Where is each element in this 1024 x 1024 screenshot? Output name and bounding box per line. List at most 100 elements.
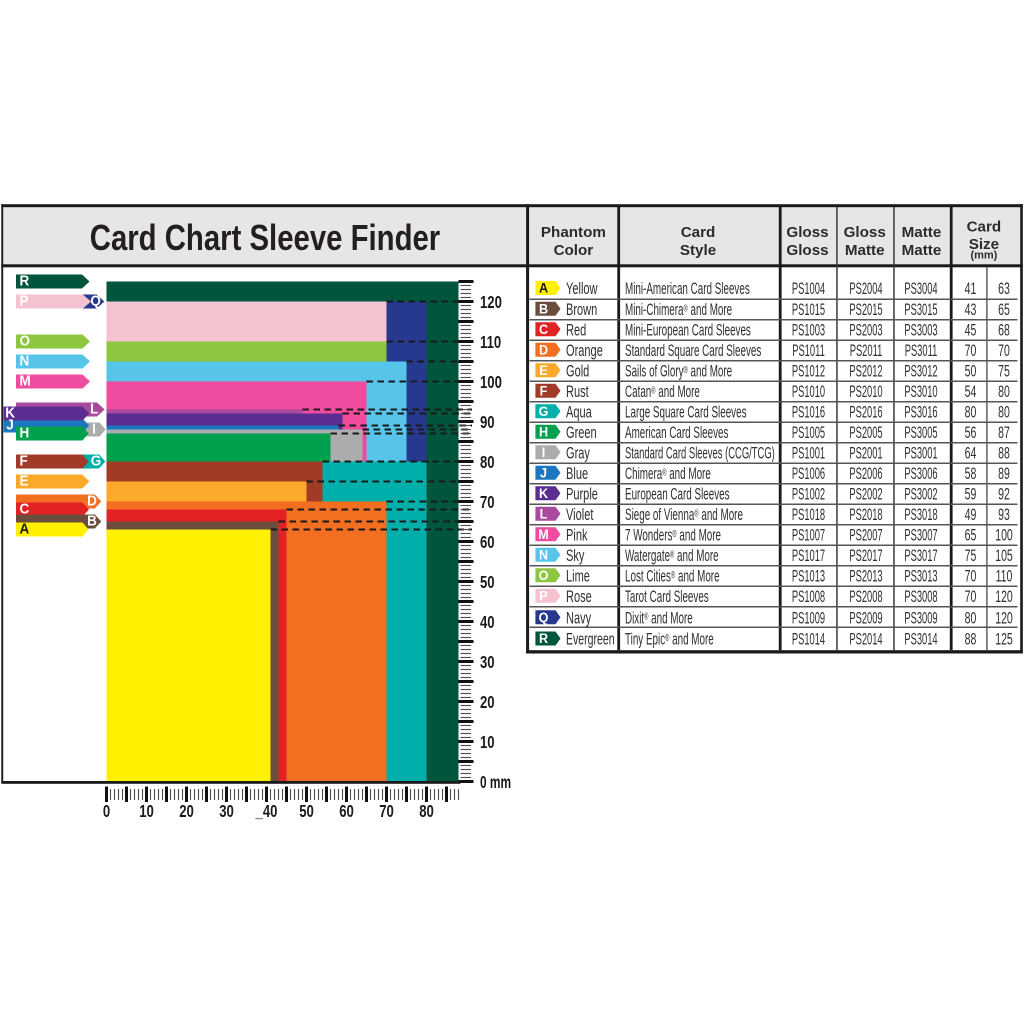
svg-text:PS3007: PS3007 xyxy=(904,526,937,545)
svg-text:PS2012: PS2012 xyxy=(849,362,882,381)
svg-text:80: 80 xyxy=(998,381,1010,400)
svg-text:PS1004: PS1004 xyxy=(792,279,825,298)
svg-text:70: 70 xyxy=(965,340,977,359)
svg-text:10: 10 xyxy=(480,733,495,752)
svg-text:A: A xyxy=(539,280,548,296)
svg-text:Mini-American Card Sleeves: Mini-American Card Sleeves xyxy=(625,278,750,298)
svg-text:120: 120 xyxy=(480,293,502,312)
svg-text:I: I xyxy=(542,444,546,460)
svg-text:80: 80 xyxy=(419,802,434,821)
svg-text:K: K xyxy=(539,485,548,501)
svg-text:C: C xyxy=(539,321,548,337)
svg-text:PS2004: PS2004 xyxy=(849,279,882,298)
svg-text:H: H xyxy=(539,424,548,440)
svg-text:Purple: Purple xyxy=(566,485,598,504)
svg-text:110: 110 xyxy=(996,566,1013,585)
svg-text:Sky: Sky xyxy=(566,547,585,566)
svg-text:American Card Sleeves: American Card Sleeves xyxy=(625,422,728,442)
svg-text:80: 80 xyxy=(965,608,977,627)
svg-text:N: N xyxy=(539,547,548,563)
svg-text:PS3016: PS3016 xyxy=(904,403,937,422)
svg-text:PS3013: PS3013 xyxy=(904,567,937,586)
svg-text:Green: Green xyxy=(566,424,597,443)
svg-text:PS1006: PS1006 xyxy=(792,464,825,483)
svg-text:PS2010: PS2010 xyxy=(849,382,882,401)
svg-text:PS3011: PS3011 xyxy=(905,341,938,360)
svg-text:Aqua: Aqua xyxy=(566,403,592,422)
svg-text:Brown: Brown xyxy=(566,301,597,320)
svg-text:PS1013: PS1013 xyxy=(792,567,825,586)
svg-text:45: 45 xyxy=(965,320,977,339)
svg-text:50: 50 xyxy=(965,361,977,380)
svg-text:Mini-European Card Sleeves: Mini-European Card Sleeves xyxy=(625,320,751,340)
svg-text:PS3009: PS3009 xyxy=(904,609,937,628)
svg-text:Size: Size xyxy=(969,236,999,253)
svg-text:Q: Q xyxy=(90,293,100,310)
svg-text:Sails of Glory® and More: Sails of Glory® and More xyxy=(625,361,732,381)
svg-text:PS2002: PS2002 xyxy=(849,485,882,504)
svg-text:56: 56 xyxy=(965,422,977,441)
svg-text:70: 70 xyxy=(480,493,495,512)
svg-text:20: 20 xyxy=(179,802,194,821)
svg-text:Standard Square Card Sleeves: Standard Square Card Sleeves xyxy=(625,340,761,360)
svg-text:60: 60 xyxy=(339,802,354,821)
svg-text:92: 92 xyxy=(998,484,1010,503)
svg-text:Catan® and More: Catan® and More xyxy=(625,381,700,401)
svg-text:PS1017: PS1017 xyxy=(792,546,825,565)
svg-text:L: L xyxy=(540,506,548,522)
svg-text:65: 65 xyxy=(965,525,977,544)
svg-text:E: E xyxy=(539,362,548,378)
svg-text:I: I xyxy=(92,421,96,438)
svg-text:49: 49 xyxy=(965,504,977,523)
svg-text:Orange: Orange xyxy=(566,342,603,361)
svg-text:10: 10 xyxy=(139,802,154,821)
svg-text:F: F xyxy=(540,383,548,399)
svg-text:G: G xyxy=(91,453,101,470)
svg-text:Gloss: Gloss xyxy=(786,242,828,259)
svg-text:PS3002: PS3002 xyxy=(904,485,937,504)
svg-text:Standard Card Sleeves (CCG/TCG: Standard Card Sleeves (CCG/TCG) xyxy=(625,444,775,463)
svg-text:Navy: Navy xyxy=(566,609,592,628)
svg-text:B: B xyxy=(539,301,548,317)
svg-text:Red: Red xyxy=(566,321,586,340)
svg-text:PS2003: PS2003 xyxy=(849,321,882,340)
svg-text:PS1018: PS1018 xyxy=(792,505,825,524)
svg-text:63: 63 xyxy=(998,279,1010,298)
svg-text:K: K xyxy=(5,405,15,422)
svg-text:PS1008: PS1008 xyxy=(792,587,825,606)
svg-text:Matte: Matte xyxy=(845,242,885,259)
svg-text:70: 70 xyxy=(965,586,977,605)
svg-text:Violet: Violet xyxy=(566,506,593,525)
svg-text:Watergate® and More: Watergate® and More xyxy=(625,545,719,565)
svg-text:Matte: Matte xyxy=(902,224,942,241)
svg-text:P: P xyxy=(20,293,29,310)
svg-text:PS2009: PS2009 xyxy=(849,609,882,628)
svg-text:N: N xyxy=(20,353,30,370)
svg-text:O: O xyxy=(20,333,30,350)
svg-text:PS3017: PS3017 xyxy=(904,546,937,565)
svg-text:PS3018: PS3018 xyxy=(904,505,937,524)
svg-text:64: 64 xyxy=(965,443,977,462)
svg-text:PS2017: PS2017 xyxy=(849,546,882,565)
svg-text:PS3014: PS3014 xyxy=(904,630,937,649)
svg-text:50: 50 xyxy=(299,802,314,821)
svg-text:PS1001: PS1001 xyxy=(792,444,825,463)
svg-text:PS1011: PS1011 xyxy=(792,341,825,360)
svg-text:100: 100 xyxy=(480,373,502,392)
svg-text:68: 68 xyxy=(998,320,1010,339)
svg-text:PS1016: PS1016 xyxy=(792,403,825,422)
svg-text:PS2007: PS2007 xyxy=(849,526,882,545)
svg-text:88: 88 xyxy=(998,443,1010,462)
svg-text:O: O xyxy=(539,567,549,583)
svg-text:75: 75 xyxy=(998,361,1010,380)
svg-text:PS1009: PS1009 xyxy=(792,609,825,628)
svg-text:PS2016: PS2016 xyxy=(849,403,882,422)
svg-text:7 Wonders® and More: 7 Wonders® and More xyxy=(625,525,721,545)
svg-text:Rose: Rose xyxy=(566,588,592,607)
svg-text:L: L xyxy=(90,401,99,418)
svg-text:Tiny Epic® and More: Tiny Epic® and More xyxy=(625,629,714,649)
svg-text:Gold: Gold xyxy=(566,362,589,381)
svg-text:70: 70 xyxy=(998,340,1010,359)
svg-text:Mini-Chimera® and More: Mini-Chimera® and More xyxy=(625,299,732,319)
svg-text:120: 120 xyxy=(995,608,1013,627)
